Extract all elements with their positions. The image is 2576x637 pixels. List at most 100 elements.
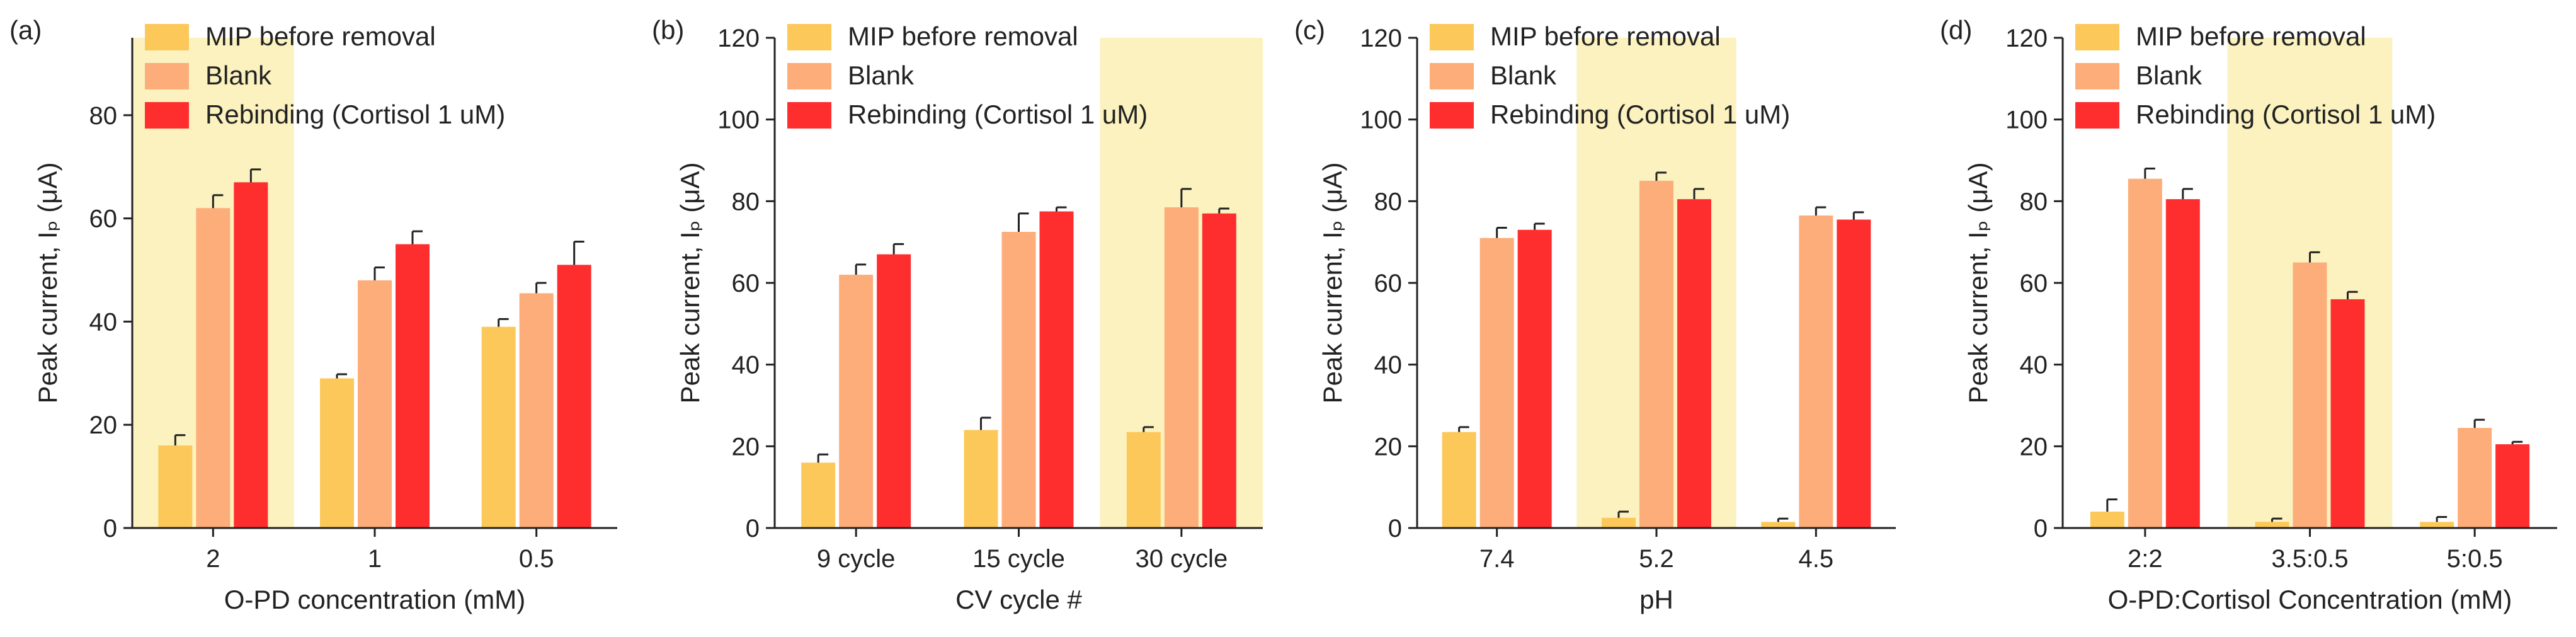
y-tick-label: 80	[89, 102, 118, 130]
y-tick-label: 60	[1374, 270, 1403, 297]
bar-2-2	[557, 265, 591, 528]
bar-1-2	[1164, 207, 1199, 528]
y-tick-label: 40	[1374, 352, 1403, 379]
legend-label-2: Rebinding (Cortisol 1 uM)	[2136, 100, 2436, 129]
y-tick-label: 80	[2020, 188, 2048, 215]
y-axis-title: Peak current, Iₚ (μA)	[33, 163, 62, 404]
bar-1-2	[1799, 215, 1833, 528]
bar-1-1	[1639, 180, 1673, 529]
bar-0-1	[964, 430, 998, 528]
bar-2-0	[1517, 229, 1552, 528]
y-tick-label: 120	[1360, 25, 1402, 52]
legend-label-0: MIP before removal	[2136, 21, 2366, 51]
bar-1-1	[1001, 231, 1036, 528]
y-axis-title: Peak current, Iₚ (μA)	[1963, 163, 1993, 404]
bar-1-2	[519, 293, 554, 528]
y-tick-label: 20	[1374, 433, 1403, 461]
y-tick-label: 0	[2034, 515, 2048, 542]
x-tick-label: 2:2	[2128, 545, 2163, 573]
legend: MIP before removal Blank Rebinding (Cortis…	[1430, 21, 1790, 129]
y-tick-label: 0	[103, 515, 117, 542]
bar-2-2	[1202, 213, 1236, 528]
x-tick-label: 2	[206, 545, 220, 573]
y-tick-label: 40	[2020, 352, 2048, 379]
bar-1-0	[839, 275, 874, 528]
bar-1-1	[358, 280, 392, 528]
bar-0-1	[2255, 522, 2289, 528]
bar-1-0	[2128, 178, 2162, 528]
y-tick-label: 60	[732, 270, 760, 297]
y-tick-label: 0	[746, 515, 760, 542]
y-tick-label: 100	[2005, 106, 2048, 134]
legend-swatch-1	[2075, 63, 2119, 89]
x-tick-label: 5:0.5	[2447, 545, 2503, 573]
legend-swatch-1	[787, 63, 831, 89]
x-tick-label: 9 cycle	[817, 545, 896, 573]
x-tick-label: 1	[368, 545, 382, 573]
bar-2-1	[2330, 299, 2365, 528]
legend-swatch-2	[145, 102, 189, 129]
bar-1-0	[1479, 238, 1514, 528]
legend-swatch-1	[1430, 63, 1474, 89]
bar-0-0	[801, 462, 836, 528]
y-tick-label: 120	[717, 25, 760, 52]
legend-label-1: Blank	[1490, 60, 1557, 90]
y-axis-title: Peak current, Iₚ (μA)	[1318, 163, 1347, 404]
y-tick-label: 20	[732, 433, 760, 461]
x-axis-title: pH	[1639, 585, 1673, 614]
y-tick-label: 0	[1388, 515, 1402, 542]
panel-label: (c)	[1294, 15, 1325, 45]
legend-swatch-2	[2075, 102, 2119, 129]
legend-swatch-2	[787, 102, 831, 129]
bar-2-2	[2495, 444, 2530, 528]
x-axis-title: CV cycle #	[955, 585, 1082, 614]
bar-0-2	[1761, 522, 1796, 528]
x-tick-label: 3.5:0.5	[2271, 545, 2348, 573]
legend-swatch-0	[787, 24, 831, 50]
y-tick-label: 80	[732, 188, 760, 215]
bar-2-0	[2165, 199, 2200, 528]
panel-label: (b)	[652, 15, 684, 45]
y-tick-label: 80	[1374, 188, 1403, 215]
bar-0-0	[2090, 512, 2124, 528]
x-tick-label: 7.4	[1479, 545, 1515, 573]
y-tick-label: 20	[2020, 433, 2048, 461]
y-tick-label: 40	[732, 352, 760, 379]
bar-0-0	[158, 445, 193, 528]
bar-2-1	[396, 244, 430, 528]
chart-panel-2: 0 20 40 60 80 100 120 7.4 5.2 4.5 pH Peak current, …	[1294, 15, 1896, 614]
bar-2-1	[1677, 199, 1711, 528]
legend-label-2: Rebinding (Cortisol 1 uM)	[205, 100, 505, 129]
y-axis-title: Peak current, Iₚ (μA)	[675, 163, 705, 404]
legend: MIP before removal Blank Rebinding (Cortis…	[787, 21, 1148, 129]
bar-1-2	[2458, 428, 2492, 528]
bar-0-0	[1442, 432, 1476, 528]
x-tick-label: 4.5	[1799, 545, 1834, 573]
legend-label-2: Rebinding (Cortisol 1 uM)	[1490, 100, 1790, 129]
bar-0-2	[2420, 522, 2454, 528]
bar-0-1	[320, 378, 354, 528]
x-tick-label: 15 cycle	[972, 545, 1065, 573]
chart-panel-1: 0 20 40 60 80 100 120 9 cycle 15 cycle 30 cycle CV…	[652, 15, 1263, 614]
legend-swatch-0	[1430, 24, 1474, 50]
bar-2-1	[1039, 211, 1074, 528]
x-tick-label: 0.5	[519, 545, 554, 573]
y-tick-label: 60	[2020, 270, 2048, 297]
x-tick-label: 30 cycle	[1135, 545, 1228, 573]
x-axis-title: O-PD concentration (mM)	[224, 585, 525, 614]
panel-label: (d)	[1940, 15, 1972, 45]
chart-panel-0: 0 20 40 60 80 2 1 0.5 O-PD concentration (mM) Pea…	[9, 15, 617, 614]
chart-panel-3: 0 20 40 60 80 100 120 2:2 3.5:0.5 5:0.5 O-PD:Corti…	[1940, 15, 2557, 614]
bar-0-2	[1126, 432, 1161, 528]
y-tick-label: 120	[2005, 25, 2048, 52]
bar-1-1	[2293, 262, 2327, 528]
legend: MIP before removal Blank Rebinding (Cortis…	[2075, 21, 2436, 129]
legend-swatch-0	[145, 24, 189, 50]
legend-label-2: Rebinding (Cortisol 1 uM)	[848, 100, 1148, 129]
bar-1-0	[196, 208, 231, 528]
bar-2-0	[234, 182, 268, 528]
panel-label: (a)	[9, 15, 42, 45]
legend-label-0: MIP before removal	[1490, 21, 1721, 51]
y-tick-label: 40	[89, 308, 118, 336]
